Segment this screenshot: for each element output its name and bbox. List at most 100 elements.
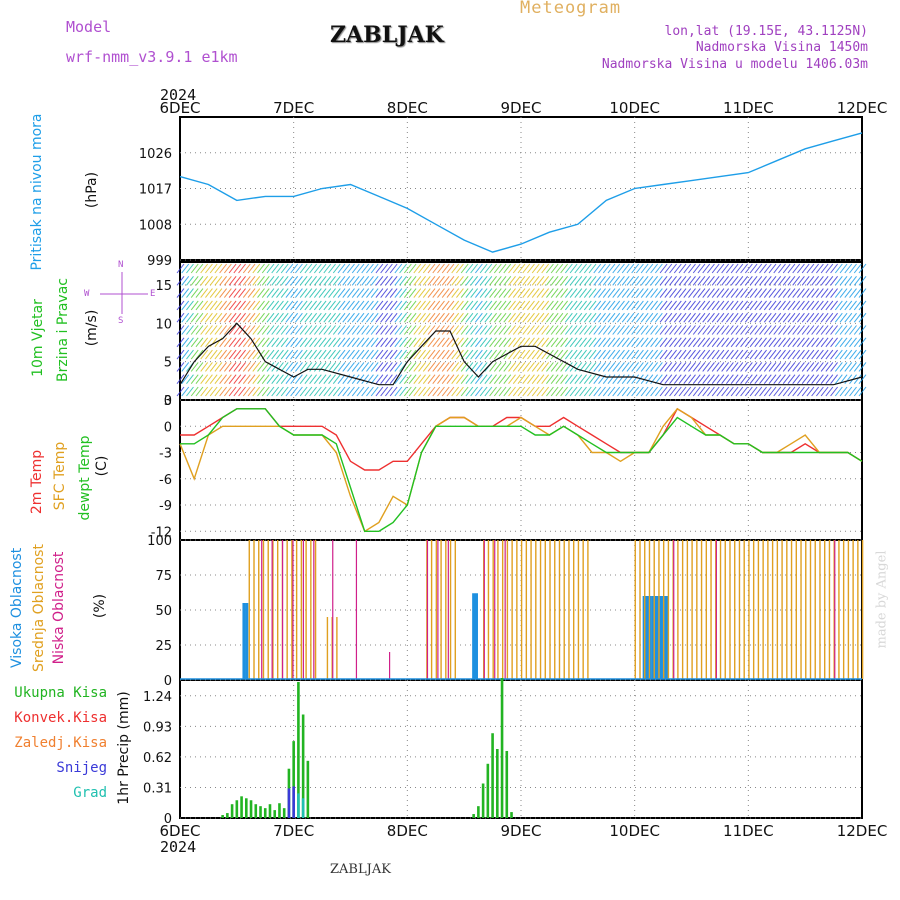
wind-barb: [418, 386, 426, 397]
wind-barb: [702, 362, 711, 372]
y-tick-label: -3: [159, 447, 172, 462]
wind-barb: [323, 374, 332, 385]
wind-barb: [498, 374, 507, 385]
wind-barb: [560, 288, 569, 298]
wind-barb: [815, 263, 824, 274]
wind-barb: [441, 337, 450, 348]
wind-barb: [631, 374, 640, 385]
wind-barb: [664, 374, 673, 385]
wind-barb: [280, 386, 289, 397]
wind-barb: [626, 386, 635, 397]
wind-barb: [219, 362, 228, 372]
wind-barb: [508, 325, 516, 335]
wind-barb: [782, 312, 791, 323]
wind-barb: [403, 275, 412, 286]
wind-speed-line: [179, 322, 863, 386]
wind-barb: [725, 275, 734, 286]
wind-barb: [479, 275, 488, 286]
watermark: made by Angel: [874, 550, 890, 649]
wind-barb: [673, 337, 682, 348]
wind-barb: [607, 275, 616, 286]
wind-barb: [351, 288, 360, 298]
wind-barb: [484, 288, 493, 298]
wind-barb: [830, 337, 838, 348]
wind-barb: [669, 300, 677, 311]
wind-barb: [238, 386, 246, 397]
wind-barb: [413, 275, 422, 286]
y-tick-label: 1008: [139, 218, 172, 233]
wind-barb: [664, 362, 673, 372]
wind-barb: [536, 275, 545, 286]
time-tick-label: 8DEC: [387, 99, 428, 117]
wind-barb: [820, 300, 829, 311]
wind-barb: [735, 337, 744, 348]
wind-barb: [503, 325, 512, 335]
wind-barb: [342, 362, 351, 372]
wind-barb: [806, 263, 815, 274]
wind-barb: [749, 312, 758, 323]
wind-barb: [403, 386, 412, 397]
wind-barb: [820, 362, 829, 372]
wind-barb: [474, 288, 483, 298]
wind-barb: [223, 337, 232, 348]
wind-barb: [678, 325, 687, 335]
wind-barb: [550, 300, 559, 311]
wind-barb: [711, 386, 720, 397]
wind-barb: [337, 374, 346, 385]
wind-barb: [441, 374, 450, 385]
wind-barb: [844, 337, 853, 348]
wind-barb: [707, 349, 715, 360]
wind-barb: [375, 374, 384, 385]
wind-barb: [811, 337, 820, 348]
y-tick-label: 75: [155, 569, 172, 584]
wind-barb: [219, 386, 228, 397]
wind-barb: [697, 325, 706, 335]
wind-barb: [839, 300, 848, 311]
wind-barb: [754, 275, 763, 286]
wind-barb: [441, 349, 450, 360]
wind-barb: [380, 300, 389, 311]
wind-barb: [200, 337, 209, 348]
wind-barb: [408, 337, 417, 348]
wind-barb: [607, 312, 616, 323]
wind-barb: [422, 300, 431, 311]
wind-barb: [437, 288, 445, 298]
wind-barb: [692, 288, 701, 298]
wind-barb: [801, 386, 810, 397]
wind-barb: [645, 337, 654, 348]
wind-barb: [186, 325, 194, 335]
wind-barb: [361, 288, 370, 298]
wind-barb: [531, 263, 540, 274]
wind-barb: [749, 325, 758, 335]
wind-barb: [787, 325, 796, 335]
wind-barb: [285, 263, 294, 274]
wind-barb: [849, 275, 857, 286]
wind-barb: [304, 288, 313, 298]
wind-barb: [744, 263, 753, 274]
wind-barb: [820, 386, 829, 397]
wind-barb: [730, 288, 739, 298]
wind-barb: [621, 275, 630, 286]
wind-barb: [688, 374, 696, 385]
wind-barb: [598, 362, 606, 372]
wind-barb: [257, 300, 265, 311]
wind-barb: [564, 275, 573, 286]
wind-barb: [683, 300, 692, 311]
wind-barb: [749, 300, 758, 311]
wind-barb: [309, 312, 318, 323]
wind-barb: [754, 374, 763, 385]
wind-barb: [669, 325, 677, 335]
wind-barb: [531, 325, 540, 335]
wind-barb: [664, 275, 673, 286]
wind-barb: [527, 263, 535, 274]
wind-barb: [389, 386, 398, 397]
wind-barb: [640, 300, 649, 311]
wind-barb: [602, 337, 611, 348]
wind-barb: [697, 312, 706, 323]
wind-barb: [437, 362, 445, 372]
wind-barb: [318, 275, 327, 286]
wind-barb: [323, 312, 332, 323]
wind-barb: [342, 325, 351, 335]
wind-barb: [489, 300, 497, 311]
wind-barb: [432, 300, 441, 311]
